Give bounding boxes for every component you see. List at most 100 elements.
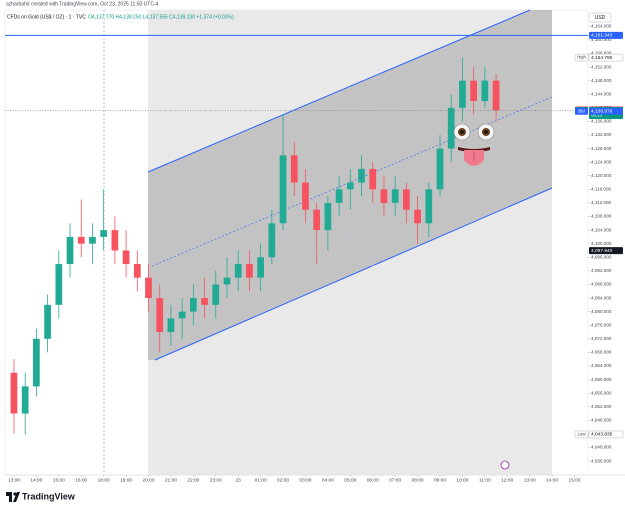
y-tick-label: 4,080.000 xyxy=(591,309,612,314)
y-tick-label: 4,128.000 xyxy=(591,146,612,151)
y-tick-label: 4,084.000 xyxy=(591,295,612,300)
candle-body xyxy=(290,155,298,183)
y-tick-label: 4,060.000 xyxy=(591,377,612,382)
y-tick-label: 4,160.000 xyxy=(591,37,612,42)
price-tag: High xyxy=(577,55,586,60)
x-tick-label: 07:00 xyxy=(389,477,401,483)
x-tick-label: 01:00 xyxy=(255,477,267,483)
x-tick-label: 16:00 xyxy=(75,477,87,483)
candle-body xyxy=(145,277,152,299)
price-tag-box xyxy=(574,53,589,62)
channel-upper xyxy=(147,9,531,173)
x-tick-label: 02:00 xyxy=(277,477,289,483)
y-tick-label: 4,108.000 xyxy=(591,214,612,219)
y-tick-label: 4,088.000 xyxy=(591,282,612,287)
candle-body xyxy=(246,264,253,278)
x-tick-label: 19:00 xyxy=(120,477,132,483)
candle-body xyxy=(212,284,220,305)
ohlc: O4,137.770 H4,139.250 L4,137.555 C4,139.… xyxy=(88,14,234,20)
candle-body xyxy=(447,107,455,149)
candle-body xyxy=(391,189,399,203)
price-axis xyxy=(588,0,625,485)
x-tick-label: 14:00 xyxy=(30,477,42,483)
x-tick-label: 23 xyxy=(236,477,242,483)
channel-lower xyxy=(154,187,553,361)
candle-body xyxy=(122,250,130,265)
y-tick-label: 4,052.000 xyxy=(591,404,612,409)
candle-body xyxy=(414,209,421,224)
candle-body xyxy=(178,311,186,319)
x-tick-label: 14:00 xyxy=(546,477,558,483)
candle-body xyxy=(223,277,231,285)
candle-body xyxy=(358,168,365,183)
candle-body xyxy=(133,264,141,278)
price-tag-box xyxy=(574,430,589,439)
x-tick-label: 05:00 xyxy=(344,477,356,483)
x-tick-label: 15:00 xyxy=(53,477,65,483)
candle-body xyxy=(380,189,388,203)
price-label: 4,161.343 xyxy=(591,33,613,39)
candle-body xyxy=(470,80,478,102)
price-tag-box xyxy=(575,107,588,115)
x-tick-label: 06:00 xyxy=(367,477,379,483)
y-tick-label: 4,144.000 xyxy=(591,91,612,96)
y-tick-label: 4,036.000 xyxy=(591,458,612,463)
y-tick-label: 4,152.000 xyxy=(591,64,612,69)
candle-body xyxy=(201,298,208,305)
price-label: 4,043.835 xyxy=(591,432,613,438)
candle-body xyxy=(492,80,500,111)
y-tick-label: 4,076.000 xyxy=(591,322,612,327)
x-tick-label: 13:00 xyxy=(524,477,536,483)
candle-body xyxy=(10,372,18,414)
price-label: 4,138.976 xyxy=(591,109,613,115)
y-tick-label: 4,120.000 xyxy=(591,173,612,178)
y-tick-label: 4,112.000 xyxy=(591,200,612,205)
y-tick-label: 4,100.000 xyxy=(591,241,612,246)
price-label-box xyxy=(589,247,623,255)
x-tick-label: 18:00 xyxy=(98,477,110,483)
y-tick-label: 4,148.000 xyxy=(591,78,612,83)
x-tick-label: 11:00 xyxy=(479,477,491,483)
candle-body xyxy=(77,236,85,244)
y-tick-label: 4,048.000 xyxy=(591,418,612,423)
candle-body xyxy=(302,182,309,210)
y-tick-label: 4,096.000 xyxy=(591,254,612,259)
candle-body xyxy=(156,298,164,333)
price-label: 4,097.940 xyxy=(591,248,613,254)
candle-body xyxy=(33,338,40,387)
credit: azharbahir created with TradingView.com,… xyxy=(6,1,159,7)
candle-body xyxy=(335,189,343,203)
x-tick-label: 15:00 xyxy=(569,477,581,483)
candle-body xyxy=(234,264,242,278)
marks xyxy=(5,34,588,435)
y-tick-label: 4,104.000 xyxy=(591,227,612,232)
candle-body xyxy=(189,298,197,312)
candle-body xyxy=(369,168,377,190)
candle-body xyxy=(111,230,119,251)
candle-body xyxy=(66,236,74,265)
x-tick-label: 09:00 xyxy=(434,477,446,483)
price-label-box xyxy=(588,430,624,439)
watermark: GOLD, 1 xyxy=(237,214,355,247)
x-tick-label: 20:00 xyxy=(142,477,154,483)
candle-body xyxy=(346,182,354,190)
y-tick-label: 4,072.000 xyxy=(591,336,612,341)
candle-body xyxy=(425,189,433,224)
y-tick-label: 4,040.000 xyxy=(591,445,612,450)
candle-body xyxy=(324,202,332,231)
candle-body xyxy=(436,148,444,190)
y-tick-label: 4,064.000 xyxy=(591,363,612,368)
candle-body xyxy=(403,189,410,210)
x-tick-label: 04:00 xyxy=(322,477,334,483)
candle-body xyxy=(55,264,63,305)
watermark-sub: CFDs on Gold (US$ / OZ) xyxy=(216,251,376,267)
y-tick-label: 4,132.000 xyxy=(591,132,612,137)
price-label: 4,154.790 xyxy=(591,55,613,61)
candle-body xyxy=(44,304,51,339)
price-tag: Bid xyxy=(578,108,585,113)
replay-icon[interactable] xyxy=(500,460,510,470)
y-tick-label: 4,092.000 xyxy=(591,268,612,273)
price-tag: Low xyxy=(578,432,587,437)
emoji xyxy=(453,123,495,166)
